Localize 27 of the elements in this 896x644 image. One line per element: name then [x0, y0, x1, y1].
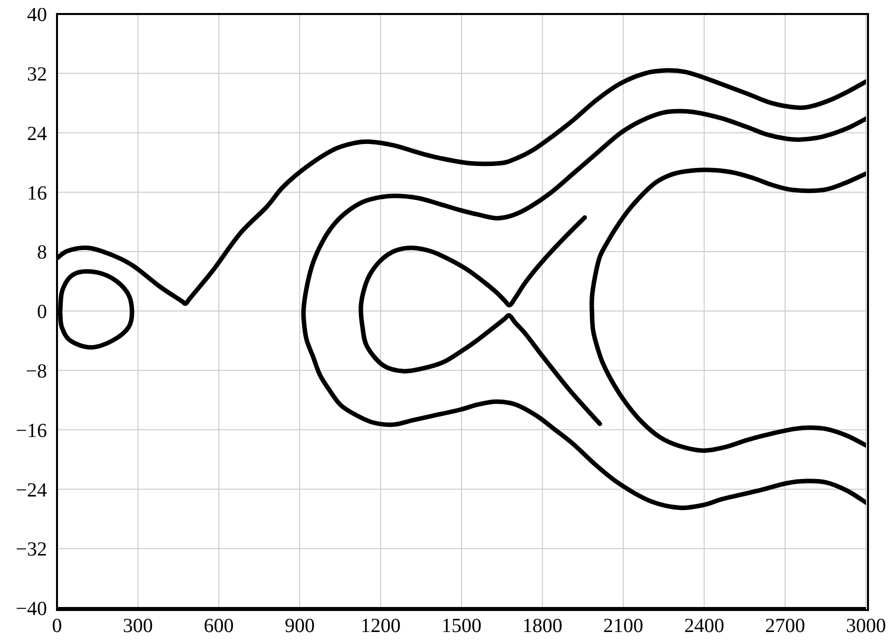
y-tick-label: −40 [16, 598, 47, 620]
line-series [58, 269, 134, 350]
y-tick-label: −24 [16, 479, 47, 502]
x-tick-label: 3000 [846, 615, 886, 638]
x-tick-label: 300 [122, 615, 153, 638]
line-series [358, 215, 602, 426]
y-tick-label: −16 [16, 420, 47, 442]
x-tick-label: 2100 [603, 615, 644, 638]
y-tick-label: −32 [16, 538, 47, 561]
x-tick-label: 0 [52, 615, 62, 638]
line-series [57, 68, 866, 306]
x-tick-label: 1800 [522, 615, 562, 638]
x-tick-label: 900 [284, 615, 315, 638]
x-tick-label: 1500 [442, 615, 482, 638]
x-tick-label: 1200 [360, 615, 401, 638]
y-tick-label: 32 [27, 64, 47, 86]
line-series [301, 109, 866, 510]
line-series [590, 168, 866, 453]
x-tick-label: 2400 [684, 615, 724, 638]
y-tick-label: 0 [37, 301, 47, 324]
x-tick-label: 600 [204, 615, 234, 638]
y-tick-label: 16 [27, 182, 47, 204]
y-tick-label: 40 [27, 4, 47, 26]
x-tick-label: 2700 [765, 615, 806, 638]
y-tick-label: 24 [27, 122, 47, 145]
y-tick-label: −8 [26, 360, 47, 382]
y-tick-label: 8 [37, 242, 47, 264]
